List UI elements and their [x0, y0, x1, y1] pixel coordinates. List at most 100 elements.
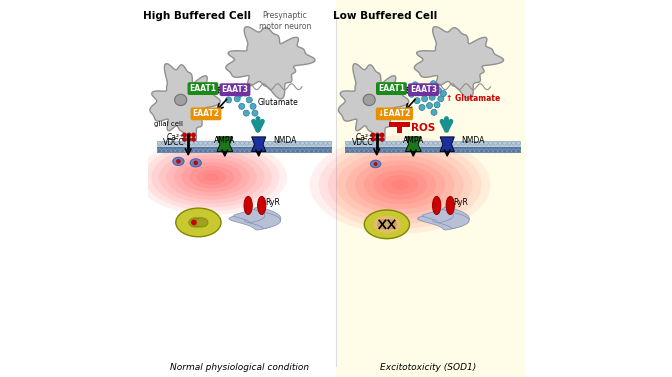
Circle shape — [470, 141, 474, 145]
Circle shape — [387, 149, 391, 153]
Text: Low Buffered Cell: Low Buffered Cell — [333, 11, 437, 21]
Circle shape — [328, 141, 332, 145]
Circle shape — [374, 149, 378, 153]
Circle shape — [470, 149, 474, 153]
Circle shape — [240, 149, 245, 153]
Circle shape — [208, 141, 212, 145]
Circle shape — [235, 96, 241, 102]
Polygon shape — [414, 27, 503, 99]
Ellipse shape — [319, 141, 482, 229]
Circle shape — [360, 141, 364, 145]
Circle shape — [268, 141, 272, 145]
Text: ROS: ROS — [411, 123, 435, 133]
Ellipse shape — [196, 170, 226, 185]
Ellipse shape — [151, 147, 272, 207]
Circle shape — [382, 149, 386, 153]
Polygon shape — [417, 207, 469, 230]
Circle shape — [376, 138, 380, 142]
Ellipse shape — [176, 208, 221, 237]
Ellipse shape — [377, 220, 390, 229]
Ellipse shape — [355, 160, 446, 209]
Text: EAAT2: EAAT2 — [192, 109, 220, 118]
Circle shape — [364, 149, 368, 153]
Text: RyR: RyR — [454, 198, 468, 207]
Text: NMDA: NMDA — [462, 136, 485, 145]
Circle shape — [286, 149, 290, 153]
Circle shape — [187, 133, 191, 137]
Polygon shape — [433, 213, 469, 228]
Bar — [147, 0, 336, 377]
Bar — [157, 141, 332, 147]
Ellipse shape — [136, 139, 287, 215]
Bar — [389, 122, 410, 127]
Circle shape — [475, 141, 479, 145]
Circle shape — [175, 149, 179, 153]
Circle shape — [185, 149, 189, 153]
Circle shape — [162, 141, 166, 145]
Text: Ca²⁺: Ca²⁺ — [167, 133, 184, 142]
Circle shape — [417, 89, 423, 95]
Ellipse shape — [364, 210, 409, 239]
Circle shape — [236, 141, 240, 145]
Ellipse shape — [173, 157, 184, 166]
Circle shape — [507, 141, 511, 145]
Circle shape — [309, 149, 314, 153]
Ellipse shape — [363, 94, 375, 106]
Ellipse shape — [159, 151, 264, 204]
Text: Glutamate: Glutamate — [257, 98, 298, 107]
Ellipse shape — [391, 180, 409, 190]
Circle shape — [415, 149, 419, 153]
Ellipse shape — [328, 146, 472, 224]
Circle shape — [171, 141, 175, 145]
Circle shape — [243, 90, 249, 96]
Circle shape — [217, 141, 221, 145]
Circle shape — [412, 82, 418, 88]
Ellipse shape — [192, 218, 204, 227]
Circle shape — [182, 138, 187, 142]
Circle shape — [291, 149, 295, 153]
Circle shape — [277, 141, 281, 145]
Circle shape — [355, 141, 359, 145]
Circle shape — [369, 149, 373, 153]
Circle shape — [431, 109, 437, 115]
Circle shape — [249, 141, 253, 145]
Ellipse shape — [370, 160, 381, 168]
Ellipse shape — [190, 159, 202, 167]
Circle shape — [456, 141, 460, 145]
Circle shape — [440, 90, 446, 97]
Circle shape — [277, 149, 281, 153]
Circle shape — [217, 149, 221, 153]
Circle shape — [314, 141, 318, 145]
Circle shape — [328, 149, 332, 153]
Text: EAAT3: EAAT3 — [410, 85, 437, 94]
Circle shape — [452, 141, 456, 145]
Circle shape — [466, 141, 470, 145]
Ellipse shape — [204, 173, 219, 181]
Circle shape — [273, 141, 277, 145]
Circle shape — [512, 141, 516, 145]
Polygon shape — [150, 64, 220, 146]
Circle shape — [180, 141, 184, 145]
Text: VDCC: VDCC — [352, 138, 374, 147]
Circle shape — [374, 141, 378, 145]
Circle shape — [429, 141, 433, 145]
Circle shape — [250, 103, 256, 109]
Ellipse shape — [446, 196, 454, 215]
Circle shape — [268, 149, 272, 153]
Circle shape — [409, 91, 415, 97]
Circle shape — [371, 138, 375, 142]
Text: High Buffered Cell: High Buffered Cell — [142, 11, 251, 21]
Circle shape — [401, 141, 405, 145]
Circle shape — [237, 91, 243, 97]
Ellipse shape — [167, 155, 257, 200]
Circle shape — [437, 96, 444, 102]
Circle shape — [392, 141, 396, 145]
Circle shape — [180, 149, 184, 153]
Circle shape — [371, 133, 375, 137]
Circle shape — [226, 141, 230, 145]
Circle shape — [175, 141, 179, 145]
Circle shape — [240, 141, 245, 145]
Circle shape — [498, 149, 502, 153]
Circle shape — [489, 149, 493, 153]
Circle shape — [305, 141, 309, 145]
